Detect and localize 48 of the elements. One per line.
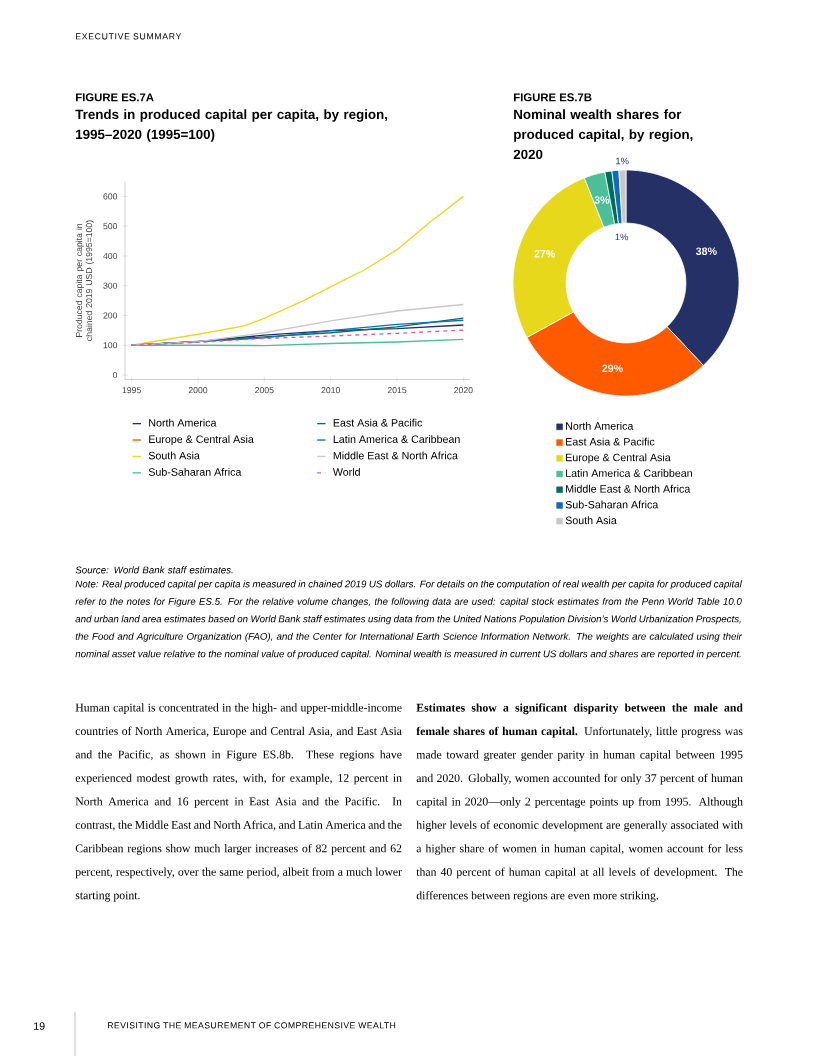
legend-label: Sub-Saharan Africa <box>148 467 242 476</box>
x-tick-label: 2015 <box>387 387 407 394</box>
text: REVISITING THE MEASUREMENT OF COMPREHENSIVE WEALTH <box>107 1022 396 1029</box>
legend-label: East Asia & Pacific <box>566 437 655 446</box>
legend-label: South Asia <box>148 451 200 460</box>
x-tick-label: 2005 <box>255 387 274 394</box>
legend-label: Middle East & North Africa <box>333 451 458 460</box>
legend-label: South Asia <box>565 516 617 525</box>
text: EXECUTIVE SUMMARY <box>75 33 182 40</box>
legend-label: East Asia & Pacific <box>333 418 423 427</box>
x-tick-label: 2020 <box>454 387 473 394</box>
chart-title: FIGURE ES.7B <box>514 93 592 102</box>
x-tick-label: 2010 <box>321 387 340 394</box>
y-tick-label: 400 <box>103 252 118 260</box>
legend-label: World <box>332 467 360 476</box>
data-label: 38% <box>695 247 717 255</box>
line-series <box>130 303 465 346</box>
legend-label: Europe & Central Asia <box>566 453 671 464</box>
data-label: 1% <box>615 233 629 241</box>
chart-subtitle: Trends in produced capital per capita, by region, 1995–2020 (1995=100) <box>75 109 388 142</box>
text: Note: Real produced capital per capita is measured in chained 2019 US dollars. For details on the computation of real wealth per capita for produced capital refer to the notes for Figure ES.5. For the relative volume changes, the following data are used: capital stock estimates from the Penn World Table 10.0 and urban land area estimates based on World Bank staff estimates using data from the United Nations Population Division’s World Urbanization Prospects, the Food and Agriculture Organization (FAO), and the Center for International Earth Science Information Network. The weights are calculated using their nominal asset value relative to the nominal value of produced capital. Nominal wealth is measured in current US dollars and shares are reported in percent. <box>75 580 743 660</box>
legend-label: Middle East & North Africa <box>566 484 691 493</box>
data-label: 1% <box>616 157 629 165</box>
legend-label: Latin America & Caribbean <box>333 435 460 443</box>
y-tick-label: 600 <box>103 193 118 200</box>
y-tick-label: 0 <box>112 371 118 379</box>
y-tick-label: 200 <box>103 312 118 319</box>
legend-label: North America <box>566 421 634 430</box>
chart-title: FIGURE ES.7A <box>76 93 154 102</box>
x-tick-label: 1995 <box>122 387 141 394</box>
legend-label: Latin America & Caribbean <box>566 469 692 477</box>
y-tick-label: 500 <box>103 223 118 230</box>
data-label: 3% <box>594 196 610 204</box>
x-tick-label: 2000 <box>188 387 208 394</box>
text: 19 <box>34 1022 45 1030</box>
legend-label: North America <box>149 418 217 427</box>
data-label: 27% <box>534 249 556 258</box>
text: Human capital is concentrated in the high- and upper-middle-income countries of North America, Europe and Central Asia, and East Asia and the Pacific, as shown in Figure ES.8b. These regions have experienced modest growth rates, with, for example, 12 percent in North America and 16 percent in East Asia and the Pacific. In contrast, the Middle East and North Africa, and Latin America and the Caribbean regions show much larger increases of 82 percent and 62 percent, respectively, over the same period, albeit from a much lower starting point. <box>75 703 402 902</box>
data-label: 29% <box>602 364 623 373</box>
y-axis-title: Produced capita per capita in chained 2019 USD (1995=100) <box>75 220 94 341</box>
y-tick-label: 300 <box>103 282 118 289</box>
line-series <box>130 329 465 346</box>
line-series <box>130 195 465 346</box>
legend-label: Europe & Central Asia <box>149 435 254 446</box>
text: Estimates show a significant disparity between the male and female shares of human capital. Unfortunately, little progress was made toward greater gender parity in human capital between 1995 and 2020. Globally, women accounted for only 37 percent of human capital in 2020—only 2 percentage points up from 1995. Although higher levels of economic development are generally associated with a higher share of women in human capital, women account for less than 40 percent of human capital at all levels of development. The differences between regions are even more striking. <box>416 703 743 902</box>
source-note: Source: World Bank staff estimates. <box>75 566 233 574</box>
y-tick-label: 100 <box>103 342 118 349</box>
legend-label: Sub-Saharan Africa <box>565 500 659 509</box>
